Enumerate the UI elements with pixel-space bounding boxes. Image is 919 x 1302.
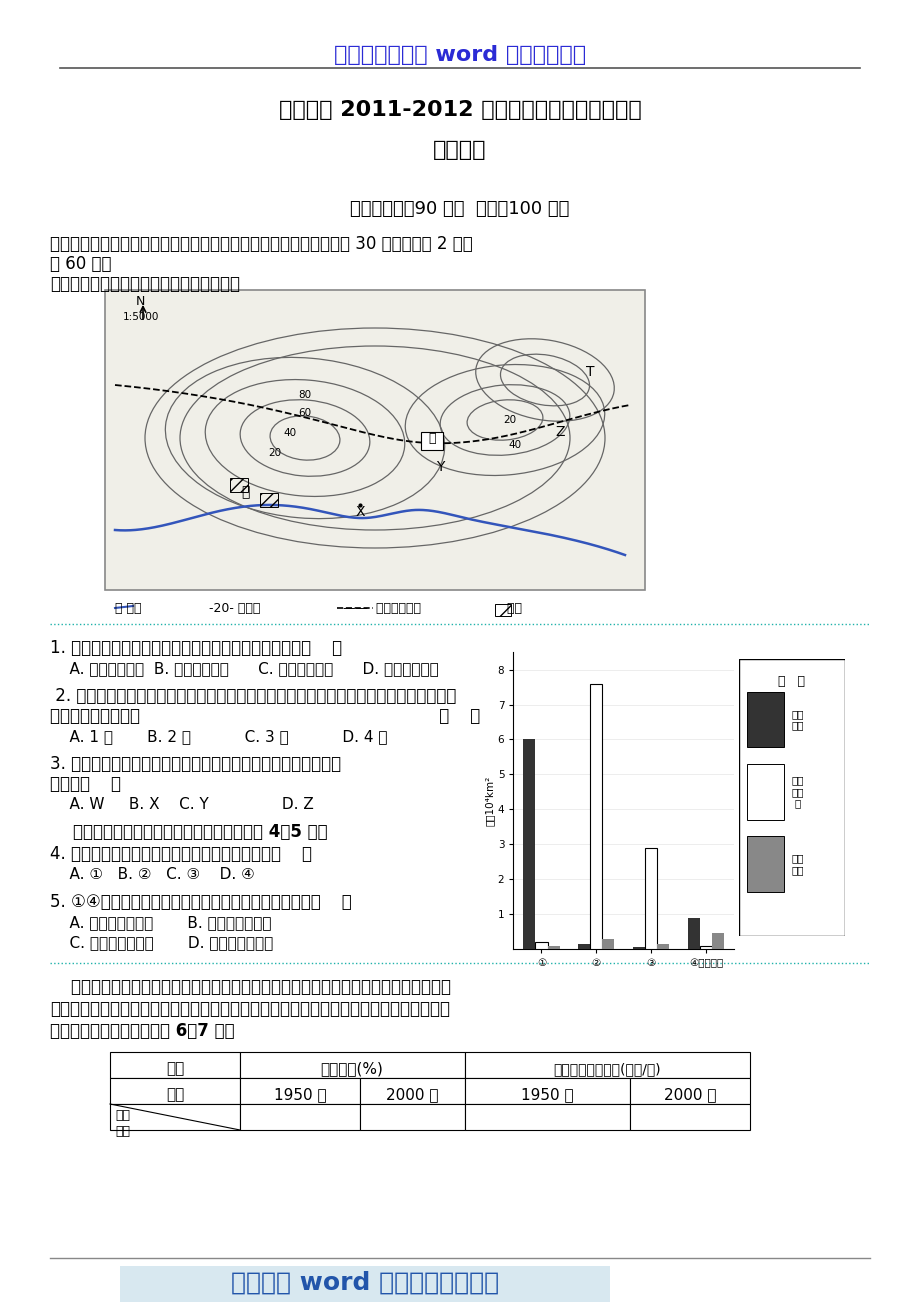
- Text: 4. 四大陆中热带荒漠成因与本格拉寒流有关的是（    ）: 4. 四大陆中热带荒漠成因与本格拉寒流有关的是（ ）: [50, 845, 312, 863]
- Bar: [711, 934, 723, 949]
- Bar: [578, 944, 590, 949]
- Text: ——  规划中的铁路: —— 规划中的铁路: [335, 602, 421, 615]
- Bar: [746, 764, 783, 819]
- Bar: [547, 945, 559, 949]
- Text: 3. 若要安排露营活动地点，就地形、水文特征判断，最不适宜的: 3. 若要安排露营活动地点，就地形、水文特征判断，最不适宜的: [50, 755, 341, 773]
- Text: -20- 等高线: -20- 等高线: [205, 602, 260, 615]
- Bar: [523, 740, 535, 949]
- Text: 右图是世界各大陆荒漠构成状况，读图回答 4～5 题。: 右图是世界各大陆荒漠构成状况，读图回答 4～5 题。: [50, 823, 327, 841]
- Bar: [260, 493, 278, 506]
- Text: ～ 河流: ～ 河流: [115, 602, 142, 615]
- Text: 1950 年: 1950 年: [520, 1087, 573, 1103]
- Y-axis label: 单位10⁴km²: 单位10⁴km²: [484, 776, 494, 825]
- Text: 利用程度的重要指标，通常以百分数表示。下表为世界及各地区耕地垦殖指数和人均占有耕: 利用程度的重要指标，通常以百分数表示。下表为世界及各地区耕地垦殖指数和人均占有耕: [50, 1000, 449, 1018]
- Text: 地点是（    ）: 地点是（ ）: [50, 775, 121, 793]
- Text: 丙: 丙: [427, 432, 436, 445]
- Text: 2. 该地区拟建一条铁路，有人设计了一选线方案（如上图）。方案沿线甲、乙、丙、丁四: 2. 该地区拟建一条铁路，有人设计了一选线方案（如上图）。方案沿线甲、乙、丙、丁…: [50, 687, 456, 704]
- Text: 地区: 地区: [115, 1125, 130, 1138]
- Text: 共 60 分）: 共 60 分）: [50, 255, 111, 273]
- Bar: [630, 1104, 749, 1130]
- Bar: [464, 1052, 749, 1078]
- Bar: [630, 1078, 749, 1104]
- Bar: [359, 1104, 464, 1130]
- Text: 甲: 甲: [241, 486, 249, 499]
- Bar: [464, 1104, 630, 1130]
- Text: 下图为某地区等高线地形图，读图回答题。: 下图为某地区等高线地形图，读图回答题。: [50, 275, 240, 293]
- Text: Y: Y: [436, 460, 444, 474]
- Text: 5. ①④两大陆温带荒漠成因各异，产生差异的主要因素是    ）: 5. ①④两大陆温带荒漠成因各异，产生差异的主要因素是 ）: [50, 893, 351, 911]
- Bar: [687, 918, 699, 949]
- Text: 20: 20: [503, 415, 516, 424]
- Text: 地区: 地区: [165, 1087, 184, 1103]
- Text: 人均占有耕地面积(公顷/人): 人均占有耕地面积(公顷/人): [552, 1062, 660, 1075]
- Text: X: X: [355, 505, 364, 519]
- Text: A. 西北向东南流  B. 东南向西北流      C. 东北向西南流      D. 西南向东北流: A. 西北向东南流 B. 东南向西北流 C. 东北向西南流 D. 西南向东北流: [50, 661, 438, 676]
- Text: 亚热
带荒
漠: 亚热 带荒 漠: [791, 775, 803, 809]
- Bar: [464, 1078, 630, 1104]
- Text: 热带
荒漠: 热带 荒漠: [791, 853, 803, 875]
- Text: 垦殖指数(%): 垦殖指数(%): [320, 1061, 383, 1077]
- Text: 40: 40: [283, 428, 296, 437]
- Text: 地面积变化表。据表，回答 6～7 题。: 地面积变化表。据表，回答 6～7 题。: [50, 1022, 234, 1040]
- Text: 1950 年: 1950 年: [273, 1087, 326, 1103]
- Bar: [240, 1104, 359, 1130]
- Text: 40: 40: [508, 440, 521, 450]
- Bar: [359, 1078, 464, 1104]
- Bar: [494, 604, 510, 616]
- Text: 地理试题: 地理试题: [433, 141, 486, 160]
- Text: A. ①   B. ②   C. ③    D. ④: A. ① B. ② C. ③ D. ④: [50, 867, 255, 881]
- Text: 80: 80: [298, 391, 312, 400]
- Text: 60: 60: [298, 408, 312, 418]
- Text: 一、单项选择题（每题只有一项正确答案，多选、少选均不给分。共 30 题，每小题 2 分，: 一、单项选择题（每题只有一项正确答案，多选、少选均不给分。共 30 题，每小题 …: [50, 234, 472, 253]
- Text: （考试时间：90 分钟  满分：100 分）: （考试时间：90 分钟 满分：100 分）: [350, 201, 569, 217]
- Bar: [590, 684, 602, 949]
- Text: 龙岩一中 2011-2012 学年高二第四学段期末考试: 龙岩一中 2011-2012 学年高二第四学段期末考试: [278, 100, 641, 120]
- Bar: [746, 836, 783, 892]
- Text: 项目: 项目: [115, 1109, 130, 1122]
- Bar: [110, 1104, 240, 1130]
- Bar: [240, 1052, 464, 1078]
- Text: 处中明显不合理的有                                                         （    ）: 处中明显不合理的有 （ ）: [50, 707, 480, 725]
- Bar: [644, 848, 656, 949]
- Text: N: N: [135, 296, 144, 309]
- Bar: [240, 1078, 359, 1104]
- Text: A. W     B. X    C. Y               D. Z: A. W B. X C. Y D. Z: [50, 797, 313, 812]
- Bar: [656, 944, 668, 949]
- Text: T: T: [585, 365, 594, 379]
- Text: 2000 年: 2000 年: [663, 1087, 716, 1103]
- Text: Z: Z: [555, 424, 564, 439]
- Text: 网络平台 word 文档资料下载提供: 网络平台 word 文档资料下载提供: [231, 1271, 498, 1295]
- Text: 2000 年: 2000 年: [385, 1087, 437, 1103]
- Bar: [602, 939, 614, 949]
- Text: 1. 根据等高线地形图判断，图中河流的总体流向大致是（    ）: 1. 根据等高线地形图判断，图中河流的总体流向大致是（ ）: [50, 639, 342, 658]
- Text: C. 纬度位置和垦耕       D. 海陆位置和地形: C. 纬度位置和垦耕 D. 海陆位置和地形: [50, 935, 273, 950]
- Bar: [110, 1052, 240, 1078]
- Text: A. 1 处       B. 2 处           C. 3 处           D. 4 处: A. 1 处 B. 2 处 C. 3 处 D. 4 处: [50, 729, 387, 743]
- Text: A. 大陆面积和轮廓       B. 过度放牧和樵采: A. 大陆面积和轮廓 B. 过度放牧和樵采: [50, 915, 271, 930]
- Bar: [230, 478, 248, 492]
- Bar: [105, 290, 644, 590]
- Bar: [699, 945, 711, 949]
- Text: 1:5000: 1:5000: [123, 312, 159, 322]
- Text: 最专业最齐全的 word 文档资料下载: 最专业最齐全的 word 文档资料下载: [334, 46, 585, 65]
- Text: 图   例: 图 例: [777, 676, 804, 689]
- Text: 项目: 项目: [165, 1061, 184, 1077]
- Bar: [632, 948, 644, 949]
- Bar: [746, 691, 783, 747]
- Text: 20: 20: [268, 448, 281, 458]
- Bar: [421, 432, 443, 450]
- Text: 温带
荒漠: 温带 荒漠: [791, 708, 803, 730]
- Bar: [110, 1078, 240, 1104]
- Bar: [119, 1266, 609, 1302]
- Text: 垦殖指数是指一个地区耕地面积占土地总面积的比例，它是衡量一个地区土地资源开发: 垦殖指数是指一个地区耕地面积占土地总面积的比例，它是衡量一个地区土地资源开发: [50, 978, 450, 996]
- Bar: [535, 943, 547, 949]
- Text: 聚落: 聚落: [494, 602, 521, 615]
